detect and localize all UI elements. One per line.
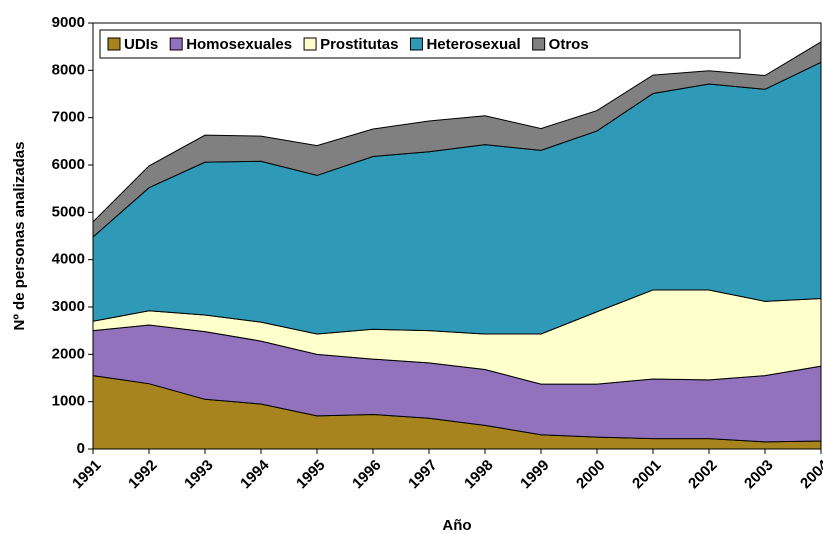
legend-swatch bbox=[532, 37, 546, 51]
y-tick-label: 7000 bbox=[52, 109, 85, 126]
x-tick-label: 1995 bbox=[293, 457, 329, 493]
legend-label: UDIs bbox=[124, 36, 158, 53]
x-tick-label: 1999 bbox=[517, 457, 553, 493]
x-tick-label: 2001 bbox=[629, 457, 665, 493]
y-tick-label: 2000 bbox=[52, 345, 85, 362]
x-tick-label: 1996 bbox=[349, 457, 385, 493]
y-tick-label: 0 bbox=[77, 440, 85, 457]
x-tick-label: 1997 bbox=[405, 457, 441, 493]
y-tick-label: 8000 bbox=[52, 61, 85, 78]
x-axis-label: Año bbox=[442, 517, 471, 534]
x-tick-label: 2000 bbox=[573, 457, 609, 493]
y-tick-label: 4000 bbox=[52, 251, 85, 268]
x-tick-label: 1993 bbox=[181, 457, 217, 493]
y-axis-label: Nº de personas analizadas bbox=[11, 142, 28, 331]
legend-label: Homosexuales bbox=[186, 36, 292, 53]
legend-swatch bbox=[303, 37, 317, 51]
legend-label: Prostitutas bbox=[320, 36, 398, 53]
legend-swatch bbox=[409, 37, 423, 51]
plot-border bbox=[92, 22, 822, 450]
legend-label: Heterosexual bbox=[426, 36, 520, 53]
y-tick-label: 3000 bbox=[52, 298, 85, 315]
x-tick-label: 1998 bbox=[461, 457, 497, 493]
y-tick-label: 1000 bbox=[52, 393, 85, 410]
x-tick-label: 2002 bbox=[685, 457, 721, 493]
legend-label: Otros bbox=[549, 36, 589, 53]
x-tick-label: 2003 bbox=[741, 457, 777, 493]
x-tick-label: 1992 bbox=[125, 457, 161, 493]
x-tick-label: 2004 bbox=[797, 456, 823, 492]
legend-swatch bbox=[107, 37, 121, 51]
y-tick-label: 9000 bbox=[52, 14, 85, 31]
x-tick-label: 1991 bbox=[69, 457, 105, 493]
y-tick-label: 6000 bbox=[52, 156, 85, 173]
legend-swatch bbox=[169, 37, 183, 51]
x-tick-label: 1994 bbox=[237, 456, 273, 492]
y-tick-label: 5000 bbox=[52, 203, 85, 220]
